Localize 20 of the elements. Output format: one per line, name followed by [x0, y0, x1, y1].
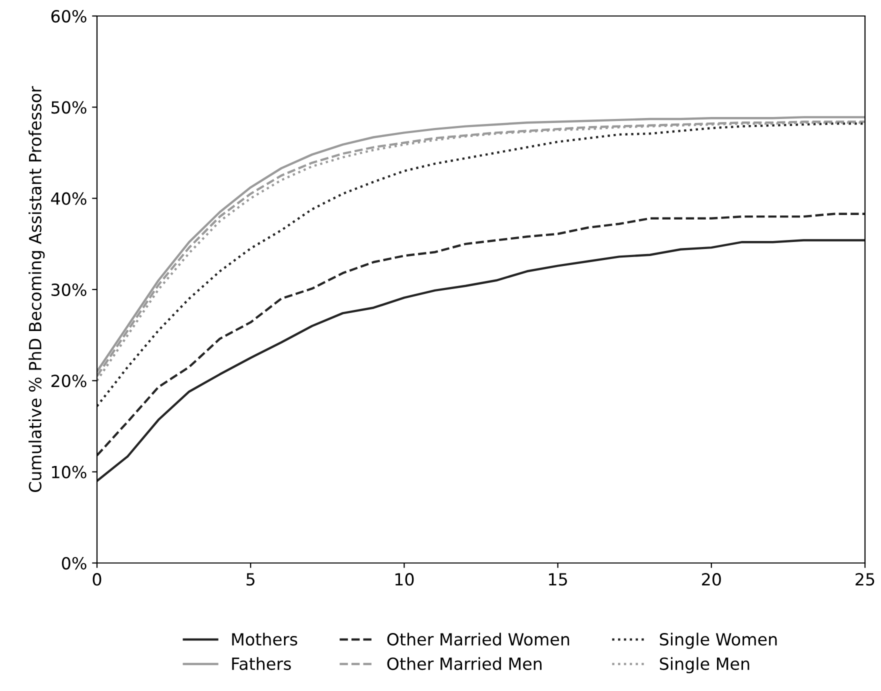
legend-label: Fathers: [232, 657, 291, 670]
y-tick-label: 20%: [51, 374, 86, 388]
y-axis-title: Cumulative % PhD Becoming Assistant Professor: [28, 86, 45, 492]
y-tick-label: 60%: [51, 10, 86, 23]
legend-label: Other Married Women: [387, 632, 570, 646]
legend-label: Single Women: [660, 632, 777, 649]
legend-label: Other Married Men: [387, 657, 542, 670]
y-tick-label: 40%: [51, 192, 86, 205]
y-tick-label: 50%: [52, 101, 86, 114]
y-tick-label: 10%: [52, 466, 86, 478]
y-tick-label: 30%: [52, 283, 86, 296]
x-tick-label: 0: [92, 573, 102, 586]
legend-label: Single Men: [660, 657, 750, 674]
y-tick-label: 0%: [62, 556, 86, 570]
x-tick-label: 10: [395, 573, 414, 586]
x-tick-label: 25: [856, 573, 874, 586]
x-tick-label: 15: [549, 573, 567, 586]
x-tick-label: 5: [246, 573, 254, 586]
legend-label: Mothers: [232, 632, 298, 646]
x-tick-label: 20: [702, 573, 721, 586]
